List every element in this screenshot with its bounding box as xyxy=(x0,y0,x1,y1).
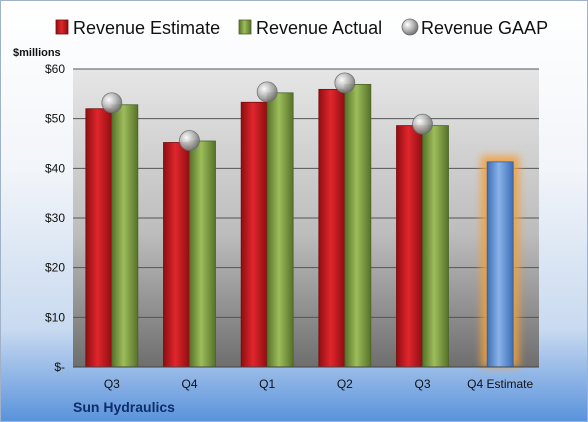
y-tick-label: $- xyxy=(54,360,65,374)
x-tick-label: Q4 Estimate xyxy=(467,377,533,391)
legend-label: Revenue Estimate xyxy=(73,18,220,38)
x-tick-label: Q3 xyxy=(104,377,120,391)
bar-actual xyxy=(422,125,449,368)
y-tick-label: $40 xyxy=(45,161,65,175)
bar-estimate xyxy=(163,142,190,368)
bar-actual xyxy=(266,92,294,368)
y-tick-label: $10 xyxy=(45,310,65,324)
x-tick-label: Q3 xyxy=(414,377,430,391)
legend-swatch xyxy=(55,19,69,35)
gaap-marker xyxy=(412,113,433,135)
bar-q4-estimate xyxy=(486,161,514,368)
bar-estimate xyxy=(396,125,423,368)
x-tick-label: Q2 xyxy=(337,377,353,391)
gaap-marker xyxy=(101,92,123,114)
legend-swatch xyxy=(401,18,419,36)
legend-label: Revenue Actual xyxy=(256,18,382,38)
gaap-marker xyxy=(179,130,200,151)
y-unit-label: $millions xyxy=(13,47,61,59)
company-name: Sun Hydraulics xyxy=(73,399,175,415)
legend-swatch xyxy=(238,19,252,35)
bar-actual xyxy=(111,104,139,368)
gaap-marker xyxy=(334,72,356,94)
bar-actual xyxy=(189,140,216,368)
y-tick-label: $60 xyxy=(45,62,65,76)
x-tick-label: Q4 xyxy=(181,377,197,391)
legend-label: Revenue GAAP xyxy=(421,18,548,38)
bar-estimate xyxy=(240,101,268,368)
y-tick-label: $20 xyxy=(45,261,65,275)
bar-actual xyxy=(344,83,372,368)
y-tick-label: $30 xyxy=(45,211,65,225)
y-tick-label: $50 xyxy=(45,112,65,126)
bar-estimate xyxy=(85,108,113,368)
bar-estimate xyxy=(318,88,346,368)
gaap-marker xyxy=(256,81,278,103)
x-tick-label: Q1 xyxy=(259,377,275,391)
